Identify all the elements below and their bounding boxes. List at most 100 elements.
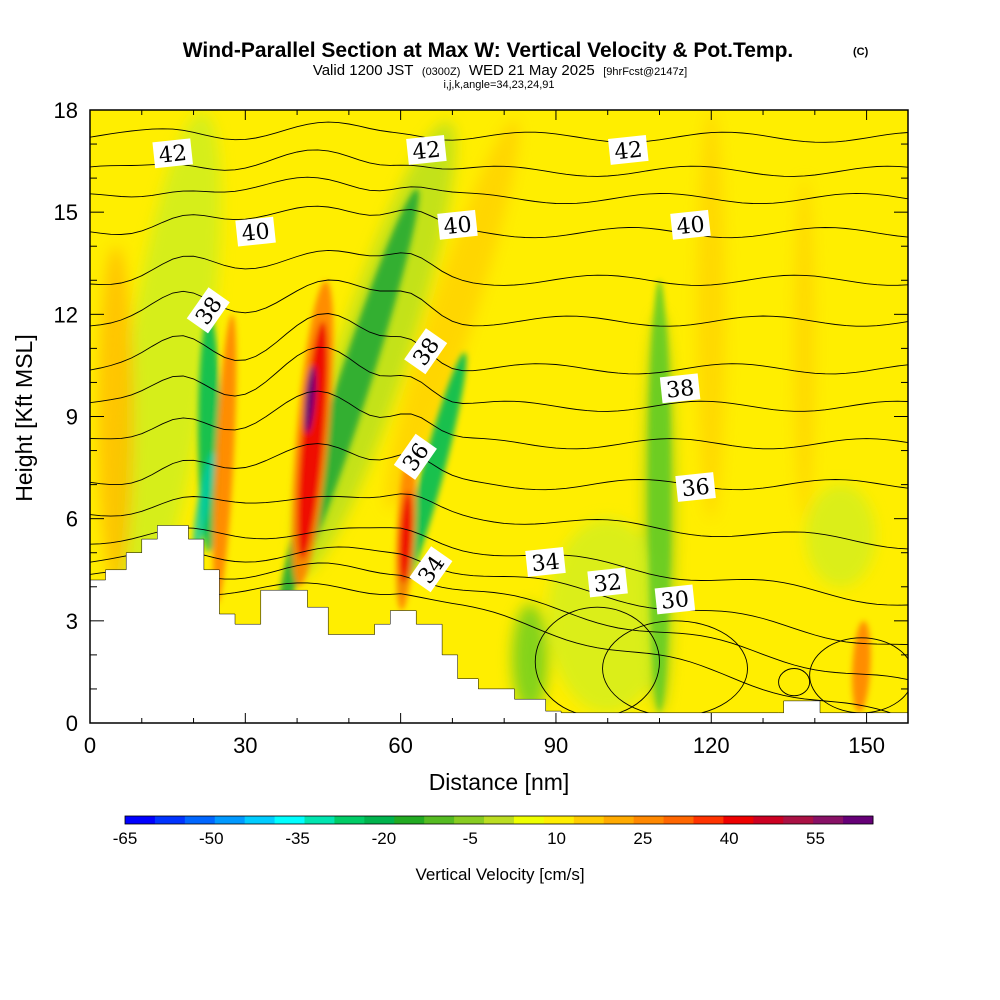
weak-lift-region [97,246,134,587]
theta-contour-line [90,582,908,720]
colorbar-swatch [513,816,545,824]
y-tick-label: 3 [66,609,78,634]
contour-label-text: 34 [530,550,560,578]
forecast-info: [9hrFcst@2147z] [603,66,687,78]
weak-sink-region [114,112,221,619]
contour-label-box [670,209,711,240]
weak-lift-region [697,110,726,519]
theta-contour-line [90,527,908,606]
contour-label-box [393,433,437,480]
y-tick-label: 0 [66,711,78,736]
y-tick-label: 15 [54,200,78,225]
colorbar-tick-label: -35 [285,829,310,848]
contour-label: 42 [406,134,447,166]
colorbar-swatch [304,816,335,824]
grid-indices: i,j,k,angle=34,23,24,91 [443,79,554,91]
contour-label: 32 [587,567,628,598]
y-tick-label: 12 [54,302,78,327]
colorbar-tick-label: 25 [633,829,652,848]
contour-label-text: 42 [158,141,188,169]
theta-contour-line [90,346,908,412]
theta-contour-line [90,546,908,646]
colorbar-swatch [723,816,754,824]
x-tick-label: 150 [848,733,885,758]
x-tick-label: 90 [544,733,568,758]
colorbar-label: Vertical Velocity [cm/s] [415,865,584,884]
contour-label: 30 [654,584,696,615]
contour-label: 34 [525,546,566,578]
updraft-core [212,314,237,604]
contour-label-box [437,209,478,240]
contour-label-box [406,134,447,165]
contour-label: 40 [670,209,711,240]
plot-area [90,110,908,723]
contour-label-text: 40 [241,219,271,247]
copyright-mark: (C) [853,46,869,58]
x-tick-label: 60 [388,733,412,758]
y-tick-label: 6 [66,507,78,532]
chart-title: Wind-Parallel Section at Max W: Vertical… [183,39,794,62]
colorbar-swatch [454,816,485,824]
downdraft-core [193,451,215,552]
theta-contour-line [90,443,908,491]
contour-label: 38 [659,373,701,404]
contour-label-text: 40 [675,212,705,240]
y-tick-label: 18 [54,98,78,123]
contour-label: 42 [152,138,193,169]
x-tick-label: 0 [84,733,96,758]
contour-label-box [409,546,453,593]
x-axis-label: Distance [nm] [429,769,570,795]
colorbar-swatch [334,816,365,824]
contour-label-box [654,584,696,615]
contour-label-text: 42 [411,138,441,166]
colorbar-swatch [783,816,814,824]
colorbar-swatch [543,816,575,824]
colorbar-swatch [184,816,216,824]
weak-sink-region [512,603,549,713]
contour-label-box [235,216,276,247]
colorbar-swatch [154,816,186,824]
theta-contour-line [90,205,908,239]
contour-label-text: 30 [660,587,690,615]
theta-contour-line [90,176,908,205]
colorbar-swatch [573,816,605,824]
colorbar-swatch [125,816,156,824]
contour-label: 40 [437,209,478,240]
colorbar-swatch [214,816,246,824]
colorbar-swatch [244,816,276,824]
colorbar-swatch [364,816,395,824]
contour-label: 42 [608,134,649,165]
colorbar-tick-label: -50 [199,829,224,848]
colorbar-swatch [274,816,306,824]
contour-label: 40 [235,216,276,247]
x-tick-label: 120 [693,733,730,758]
y-tick-label: 9 [66,405,78,430]
contour-label-text: 36 [681,475,711,503]
colorbar-swatch [603,816,635,824]
updraft-core [304,365,316,434]
valid-time-line: Valid 1200 JST (0300Z) WED 21 May 2025 [… [313,62,687,79]
weak-sink-region [805,484,876,587]
contour-label-box [152,138,193,169]
colorbar-tick-label: 40 [720,829,739,848]
colorbar-swatch [753,816,784,824]
theta-contour-line [90,149,908,177]
y-axis-label: Height [Kft MSL] [11,334,37,501]
contour-label-box [186,287,230,334]
weak-sink-region [547,518,668,713]
colorbar-tick-label: -20 [372,829,397,848]
contour-label: 36 [675,472,716,503]
colorbar-swatch [813,816,844,824]
updraft-core [399,491,413,584]
contour-label-text: 32 [593,570,623,598]
theta-contours [90,121,908,720]
contour-label-text: 40 [442,212,472,240]
colorbar-swatch [484,816,515,824]
contour-label-box [587,567,628,598]
contour-label-box [675,472,716,502]
colorbar-swatch [424,816,455,824]
colorbar-tick-label: 55 [806,829,825,848]
updraft-core [297,321,328,560]
